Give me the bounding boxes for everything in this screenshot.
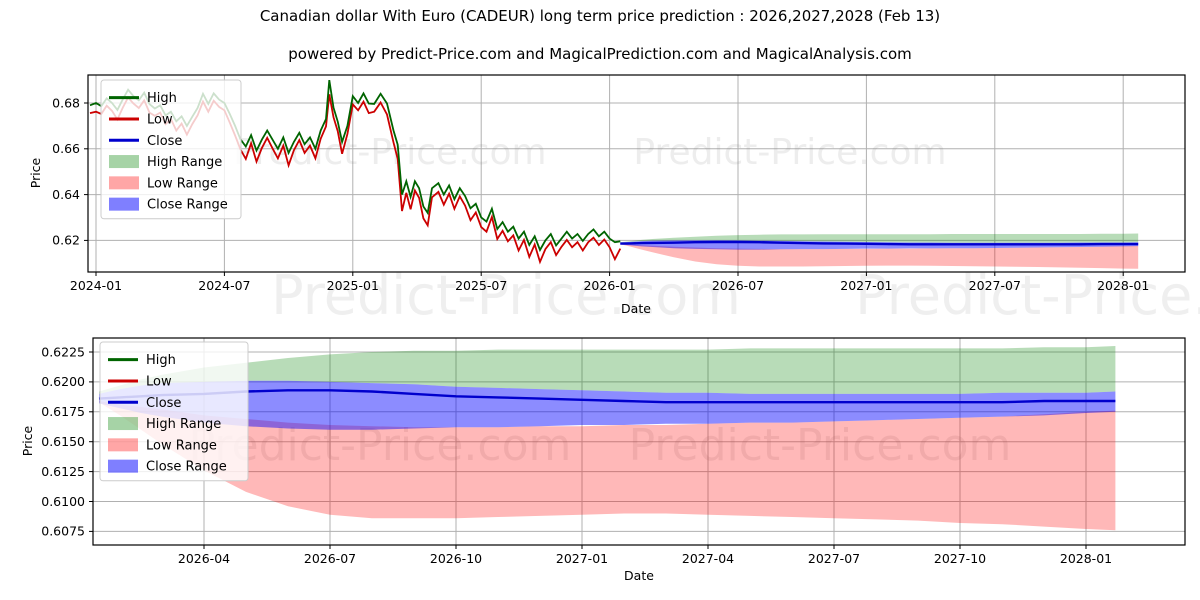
watermarks: Predict-Price.com Predict-Price.com Pred…	[189, 132, 1200, 471]
top-y-axis-label: Price	[28, 157, 43, 188]
legend-swatch-high-range	[108, 417, 138, 431]
legend-swatch-close-range	[108, 459, 138, 473]
x-tick-label: 2026-07	[712, 278, 764, 293]
legend-label: Low Range	[146, 438, 217, 453]
low-range-band	[620, 244, 1139, 269]
x-tick-label: 2026-07	[304, 551, 356, 566]
legend-label: Close Range	[146, 460, 227, 475]
top-x-axis-label: Date	[621, 301, 651, 316]
legend-swatch-high-range	[109, 155, 139, 169]
x-tick-label: 2026-10	[430, 551, 482, 566]
close-line	[620, 240, 1139, 246]
axis-labels: Price Date Price Date	[20, 157, 654, 583]
legend-label: High Range	[147, 155, 222, 170]
legend: High Low Close High Range Low Range Close Ran…	[100, 79, 242, 220]
legend-swatch-low-range	[109, 176, 139, 190]
x-tick-label: 2026-01	[583, 278, 635, 293]
bottom-x-axis-label: Date	[624, 568, 654, 583]
legend-label: Close	[146, 396, 181, 411]
high-range-band	[620, 233, 1139, 243]
x-tick-label: 2026-04	[178, 551, 230, 566]
y-tick-label: 0.6150	[41, 434, 85, 449]
x-tick-label: 2024-07	[198, 278, 250, 293]
y-tick-label: 0.6200	[41, 374, 85, 389]
watermark-text: Predict-Price.com	[633, 132, 946, 173]
watermark-text: Predict-Price.com	[629, 420, 1012, 471]
x-tick-label: 2025-01	[327, 278, 379, 293]
legend-label: Low	[146, 374, 172, 389]
legend: High Low Close High Range Low Range Close Ran…	[99, 341, 249, 482]
legend-label: Low Range	[147, 176, 218, 191]
legend-swatch-low-range	[108, 438, 138, 452]
watermark-text: Predict-Price.com	[271, 264, 741, 327]
legend-label: Low	[147, 112, 173, 127]
x-tick-label: 2027-07	[969, 278, 1021, 293]
x-tick-label: 2024-01	[70, 278, 122, 293]
y-tick-label: 0.6125	[41, 464, 85, 479]
y-tick-label: 0.6100	[41, 494, 85, 509]
x-tick-label: 2027-01	[840, 278, 892, 293]
y-tick-label: 0.68	[52, 95, 80, 110]
legend-label: Close Range	[147, 198, 228, 213]
x-tick-label: 2027-04	[682, 551, 734, 566]
watermark-text: Predict-Price.com	[855, 264, 1200, 327]
y-tick-label: 0.6075	[41, 524, 85, 539]
top-axes-frame	[87, 74, 1186, 273]
y-tick-label: 0.62	[52, 233, 80, 248]
x-tick-label: 2027-10	[934, 551, 986, 566]
prediction-bands	[99, 233, 1139, 531]
chart-subtitle: powered by Predict-Price.com and Magical…	[288, 45, 912, 63]
legend-label: High	[147, 91, 177, 106]
x-tick-label: 2027-07	[808, 551, 860, 566]
chart-title: Canadian dollar With Euro (CADEUR) long …	[259, 7, 941, 25]
legend-label: High	[146, 353, 176, 368]
x-tick-label: 2025-07	[455, 278, 507, 293]
low-range-band	[99, 401, 1116, 531]
bottom-y-axis-label: Price	[20, 425, 35, 456]
y-tick-label: 0.66	[52, 141, 80, 156]
y-tick-label: 0.6175	[41, 404, 85, 419]
legends: High Low Close High Range Low Range Close Ran…	[99, 79, 249, 482]
legend-label: Close	[147, 134, 182, 149]
x-tick-label: 2028-01	[1097, 278, 1149, 293]
y-tick-label: 0.6225	[41, 344, 85, 359]
close-range-band	[99, 380, 1116, 430]
x-tick-label: 2028-01	[1060, 551, 1112, 566]
x-tick-label: 2027-01	[556, 551, 608, 566]
high-range-band	[99, 346, 1116, 394]
legend-swatch-close-range	[109, 197, 139, 211]
y-tick-label: 0.64	[52, 187, 80, 202]
axis-ticks: 0.62 0.64 0.66 0.68 2024-01 2024-07 2025-01 202…	[41, 95, 1149, 566]
legend-label: High Range	[146, 417, 221, 432]
watermark-text: Predict-Price.com	[189, 420, 572, 471]
